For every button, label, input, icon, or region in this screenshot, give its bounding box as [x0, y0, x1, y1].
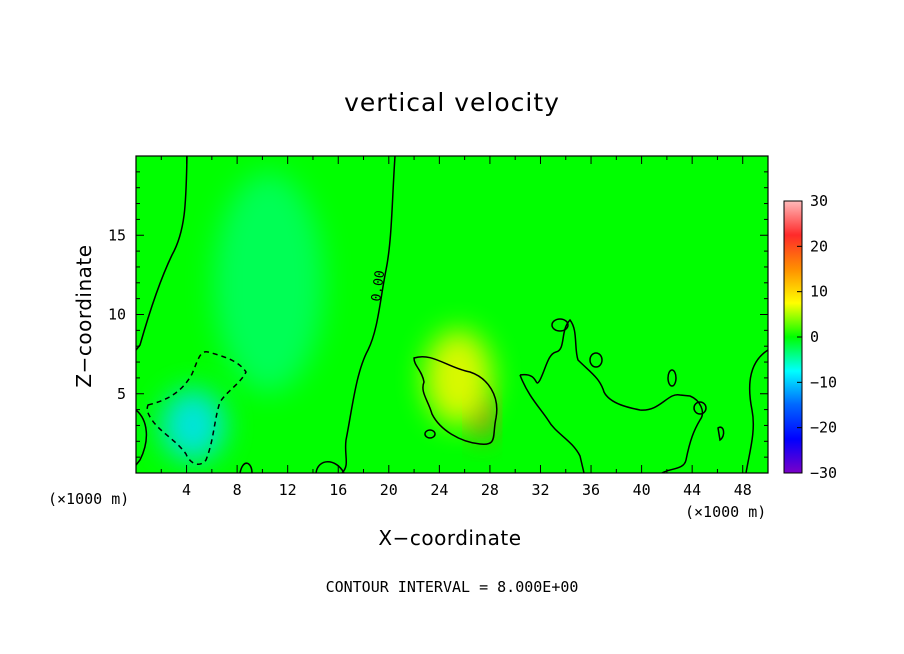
- zero-contour: [519, 318, 704, 473]
- field-feature-updraft: [424, 329, 493, 426]
- y-tick-label: 10: [108, 306, 126, 324]
- zero-contour: [693, 401, 707, 415]
- negative-contour: [146, 351, 247, 465]
- zero-contour: [717, 426, 725, 442]
- zero-contour: [136, 156, 188, 351]
- zero-contour: [667, 369, 677, 387]
- chart-title: vertical velocity: [344, 88, 560, 117]
- zero-contour: [239, 462, 253, 473]
- positive-contour: [413, 355, 498, 445]
- x-unit-label: (×1000 m): [685, 503, 767, 521]
- x-tick-label: 32: [531, 481, 549, 499]
- colorbar-tick-label: −30: [810, 464, 837, 482]
- x-tick-label: 4: [182, 481, 191, 499]
- colorbar-tick-label: −20: [810, 419, 837, 437]
- x-tick-label: 40: [633, 481, 651, 499]
- colorbar-tick-label: 0: [810, 328, 819, 346]
- x-tick-label: 48: [734, 481, 752, 499]
- zero-contour: [315, 461, 345, 473]
- field-feature-downdraft: [213, 172, 324, 393]
- field-features: [160, 172, 493, 462]
- colorbar-tick-label: 20: [810, 237, 828, 255]
- zero-contour: [519, 374, 585, 473]
- x-tick-label: 44: [683, 481, 701, 499]
- y-unit-label: (×1000 m): [48, 490, 130, 508]
- colorbar-tick-label: 10: [810, 283, 828, 301]
- x-tick-label: 16: [329, 481, 347, 499]
- zero-contour: [341, 156, 396, 473]
- zero-contour: [745, 349, 768, 473]
- positive-contour: [424, 429, 436, 439]
- x-tick-label: 20: [380, 481, 398, 499]
- zero-contour: [551, 318, 569, 332]
- zero-contour: [589, 352, 603, 368]
- contour-interval-note: CONTOUR INTERVAL = 8.000E+00: [325, 578, 579, 596]
- contour-lines: [136, 156, 768, 473]
- x-tick-label: 36: [582, 481, 600, 499]
- x-tick-label: 28: [481, 481, 499, 499]
- x-tick-label: 12: [279, 481, 297, 499]
- x-axis-label: X−coordinate: [378, 526, 522, 550]
- field-feature-downdraft-min: [160, 389, 225, 462]
- colorbar-tick-label: −10: [810, 373, 837, 391]
- x-tick-label: 8: [233, 481, 242, 499]
- y-tick-label: 5: [117, 385, 126, 403]
- zero-contour: [136, 409, 148, 466]
- colorbar-tick-label: 30: [810, 192, 828, 210]
- y-axis-label: Z−coordinate: [72, 244, 96, 388]
- x-tick-label: 24: [430, 481, 448, 499]
- y-tick-label: 15: [108, 226, 126, 244]
- contour-label: 0.00: [369, 269, 388, 302]
